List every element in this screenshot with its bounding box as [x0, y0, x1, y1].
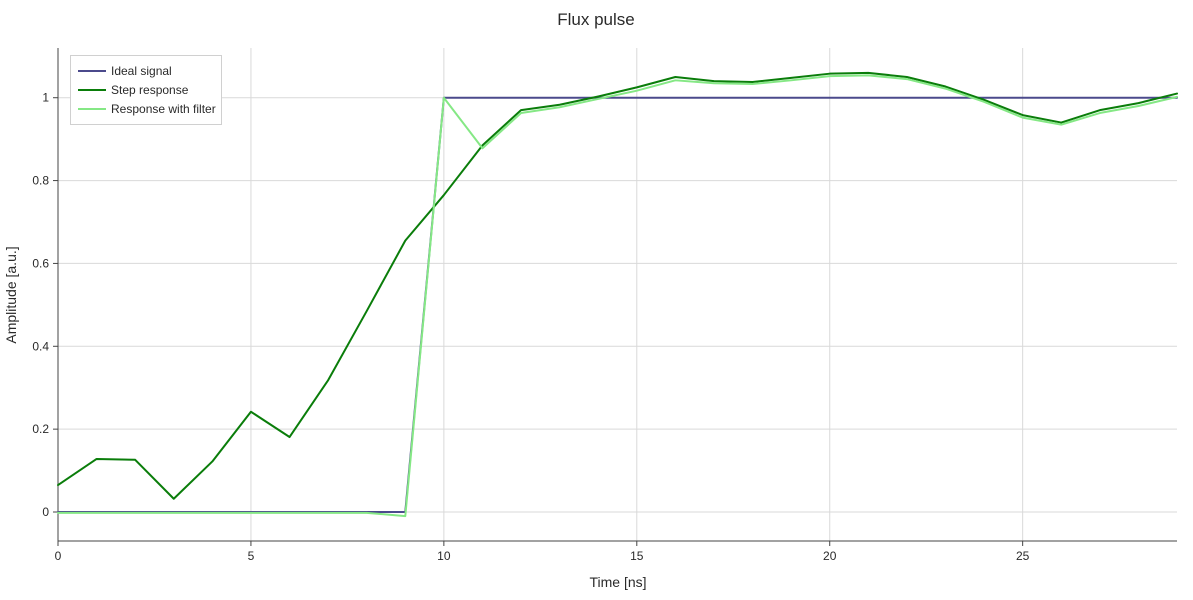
- chart-title: Flux pulse: [557, 10, 634, 29]
- legend: Ideal signal Step response Response with f…: [70, 55, 222, 125]
- legend-label-ideal-signal: Ideal signal: [111, 64, 172, 78]
- legend-label-step-response: Step response: [111, 83, 189, 97]
- y-axis-title: Amplitude [a.u.]: [3, 246, 19, 343]
- x-tick-label: 0: [55, 549, 62, 563]
- y-tick-label: 0.2: [32, 422, 49, 436]
- x-axis-title: Time [ns]: [589, 574, 646, 590]
- x-tick-label: 20: [823, 549, 837, 563]
- y-tick-label: 0: [42, 505, 49, 519]
- y-tick-label: 0.8: [32, 174, 49, 188]
- series-line-response-with-filter: [57, 74, 1178, 518]
- series-line-step-response: [57, 71, 1178, 500]
- legend-label-response-with-filter: Response with filter: [111, 102, 216, 116]
- y-tick-label: 1: [42, 91, 49, 105]
- series-layer: [57, 71, 1178, 518]
- x-tick-label: 5: [248, 549, 255, 563]
- x-tick-label: 15: [630, 549, 644, 563]
- y-tick-label: 0.4: [32, 339, 49, 353]
- y-tick-label: 0.6: [32, 256, 49, 270]
- axis-layer: 0 5 10 15 20 25 0 0.2 0.4 0.6 0.8 1: [32, 48, 1177, 563]
- x-tick-label: 10: [437, 549, 451, 563]
- series-line-ideal-signal: [57, 96, 1178, 513]
- x-tick-label: 25: [1016, 549, 1030, 563]
- grid-layer: [58, 48, 1177, 541]
